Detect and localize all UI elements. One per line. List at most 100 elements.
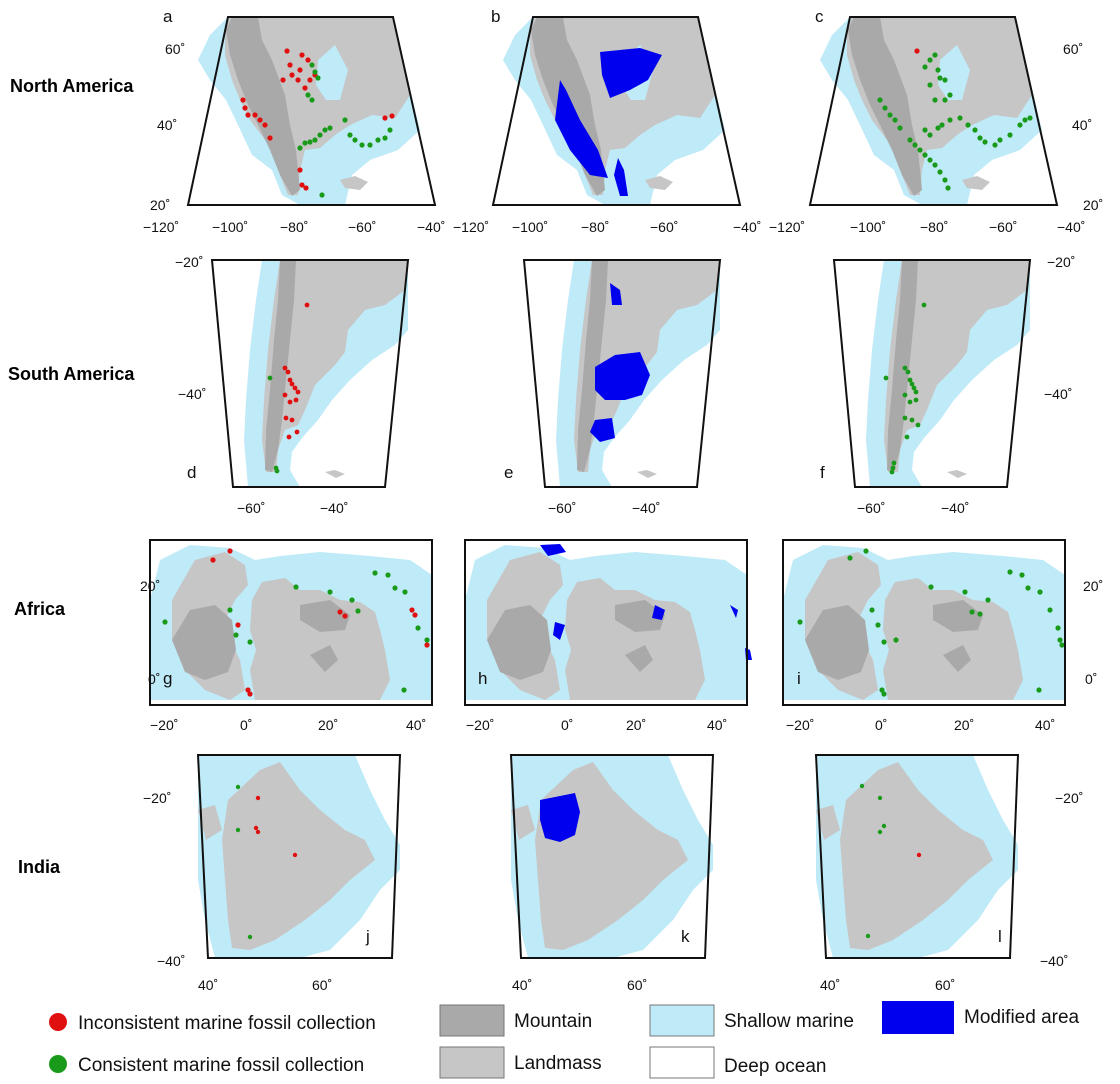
consistent-site bbox=[349, 597, 355, 603]
inconsistent-site bbox=[292, 852, 298, 858]
inconsistent-site bbox=[267, 135, 273, 141]
inconsistent-site bbox=[240, 97, 246, 103]
consistent-site bbox=[922, 152, 928, 158]
north-america-panels bbox=[186, 16, 1059, 206]
inconsistent-site bbox=[292, 385, 298, 391]
map-frame bbox=[509, 754, 715, 959]
tick-in-y-m20-right: −20˚ bbox=[1055, 790, 1083, 806]
inconsistent-site bbox=[255, 829, 261, 835]
sa-panel-e bbox=[522, 259, 722, 488]
modified-area bbox=[555, 80, 608, 178]
consistent-site bbox=[909, 381, 915, 387]
inconsistent-site bbox=[304, 302, 310, 308]
consistent-site bbox=[928, 584, 934, 590]
mountain bbox=[933, 600, 983, 632]
tick-x-m60-b: −60˚ bbox=[650, 219, 678, 235]
tick-in-x-40-j: 40˚ bbox=[198, 977, 218, 993]
consistent-site bbox=[797, 619, 803, 625]
consistent-site bbox=[982, 139, 988, 145]
inconsistent-site bbox=[409, 607, 415, 613]
consistent-site bbox=[1055, 625, 1061, 631]
consistent-site bbox=[875, 622, 881, 628]
consistent-site bbox=[932, 52, 938, 58]
consistent-site bbox=[319, 192, 325, 198]
consistent-site bbox=[947, 117, 953, 123]
panel-letter-i: i bbox=[797, 669, 801, 688]
inconsistent-site bbox=[235, 622, 241, 628]
modified-area bbox=[590, 418, 615, 442]
consistent-site bbox=[847, 555, 853, 561]
tick-sa-x-m40-e: −40˚ bbox=[632, 500, 660, 516]
mountain bbox=[805, 605, 869, 680]
consistent-site bbox=[375, 137, 381, 143]
consistent-site bbox=[309, 62, 315, 68]
consistent-site bbox=[233, 632, 239, 638]
consistent-site bbox=[342, 117, 348, 123]
consistent-site bbox=[972, 127, 978, 133]
consistent-site bbox=[927, 132, 933, 138]
landmass-fragment bbox=[198, 805, 222, 840]
inconsistent-site bbox=[257, 117, 263, 123]
na-panel-b bbox=[491, 16, 742, 206]
inconsistent-site bbox=[914, 48, 920, 54]
map-frame bbox=[464, 539, 748, 706]
consistent-site bbox=[893, 637, 899, 643]
panel-letters: a b c d e f g h i j k l bbox=[163, 7, 1002, 946]
consistent-site bbox=[1019, 572, 1025, 578]
consistent-site bbox=[877, 829, 883, 835]
consistent-site bbox=[905, 369, 911, 375]
tick-in-y-m40-right: −40˚ bbox=[1040, 953, 1068, 969]
map-frame bbox=[149, 539, 433, 706]
modified-area bbox=[540, 793, 580, 842]
inconsistent-site bbox=[247, 691, 253, 697]
sa-panel-d bbox=[210, 259, 410, 488]
tick-af-x-m20-i: −20˚ bbox=[786, 717, 814, 733]
consistent-site bbox=[890, 465, 896, 471]
tick-y-40-right: 40˚ bbox=[1072, 117, 1092, 133]
tick-x-m40-a: −40˚ bbox=[417, 219, 445, 235]
tick-af-y-0-left: 0˚ bbox=[148, 671, 160, 687]
tick-af-x-0-g: 0˚ bbox=[240, 717, 252, 733]
africa-panels bbox=[149, 539, 1066, 706]
in-panel-j bbox=[196, 754, 402, 959]
inconsistent-site bbox=[293, 397, 299, 403]
consistent-site bbox=[965, 122, 971, 128]
consistent-site bbox=[372, 570, 378, 576]
inconsistent-site bbox=[253, 825, 259, 831]
tick-in-x-60-j: 60˚ bbox=[312, 977, 332, 993]
map-frame bbox=[832, 259, 1032, 488]
consistent-site bbox=[1057, 637, 1063, 643]
panel-letter-f: f bbox=[820, 463, 825, 482]
consistent-site bbox=[162, 619, 168, 625]
consistent-site bbox=[227, 607, 233, 613]
consistent-site bbox=[402, 589, 408, 595]
inconsistent-site bbox=[337, 609, 343, 615]
map-frame bbox=[186, 16, 437, 206]
consistent-site bbox=[921, 302, 927, 308]
consistent-site bbox=[327, 589, 333, 595]
consistent-site bbox=[917, 147, 923, 153]
af-panel-g bbox=[149, 539, 433, 706]
tick-x-m80-c: −80˚ bbox=[920, 219, 948, 235]
consistent-site bbox=[945, 185, 951, 191]
row-label-africa: Africa bbox=[14, 599, 66, 619]
consistent-site bbox=[305, 92, 311, 98]
sa-ticks: −20˚ −40˚ −20˚ −40˚ −60˚ −40˚ −60˚ −40˚ … bbox=[175, 254, 1075, 516]
modified-area bbox=[600, 48, 662, 98]
inconsistent-site bbox=[299, 52, 305, 58]
tick-y-20-left: 20˚ bbox=[150, 197, 170, 213]
map-frame bbox=[808, 16, 1059, 206]
consistent-site bbox=[889, 469, 895, 475]
consistent-site bbox=[909, 417, 915, 423]
inconsistent-site bbox=[282, 365, 288, 371]
consistent-site bbox=[387, 127, 393, 133]
legend-deep-label: Deep ocean bbox=[724, 1056, 826, 1077]
tick-x-m100-a: −100˚ bbox=[212, 219, 248, 235]
consistent-site bbox=[392, 585, 398, 591]
inconsistent-site bbox=[382, 115, 388, 121]
inconsistent-site bbox=[303, 185, 309, 191]
consistent-site bbox=[367, 142, 373, 148]
consistent-site bbox=[935, 125, 941, 131]
tick-in-x-40-k: 40˚ bbox=[512, 977, 532, 993]
row-label-north-america: North America bbox=[10, 76, 134, 96]
